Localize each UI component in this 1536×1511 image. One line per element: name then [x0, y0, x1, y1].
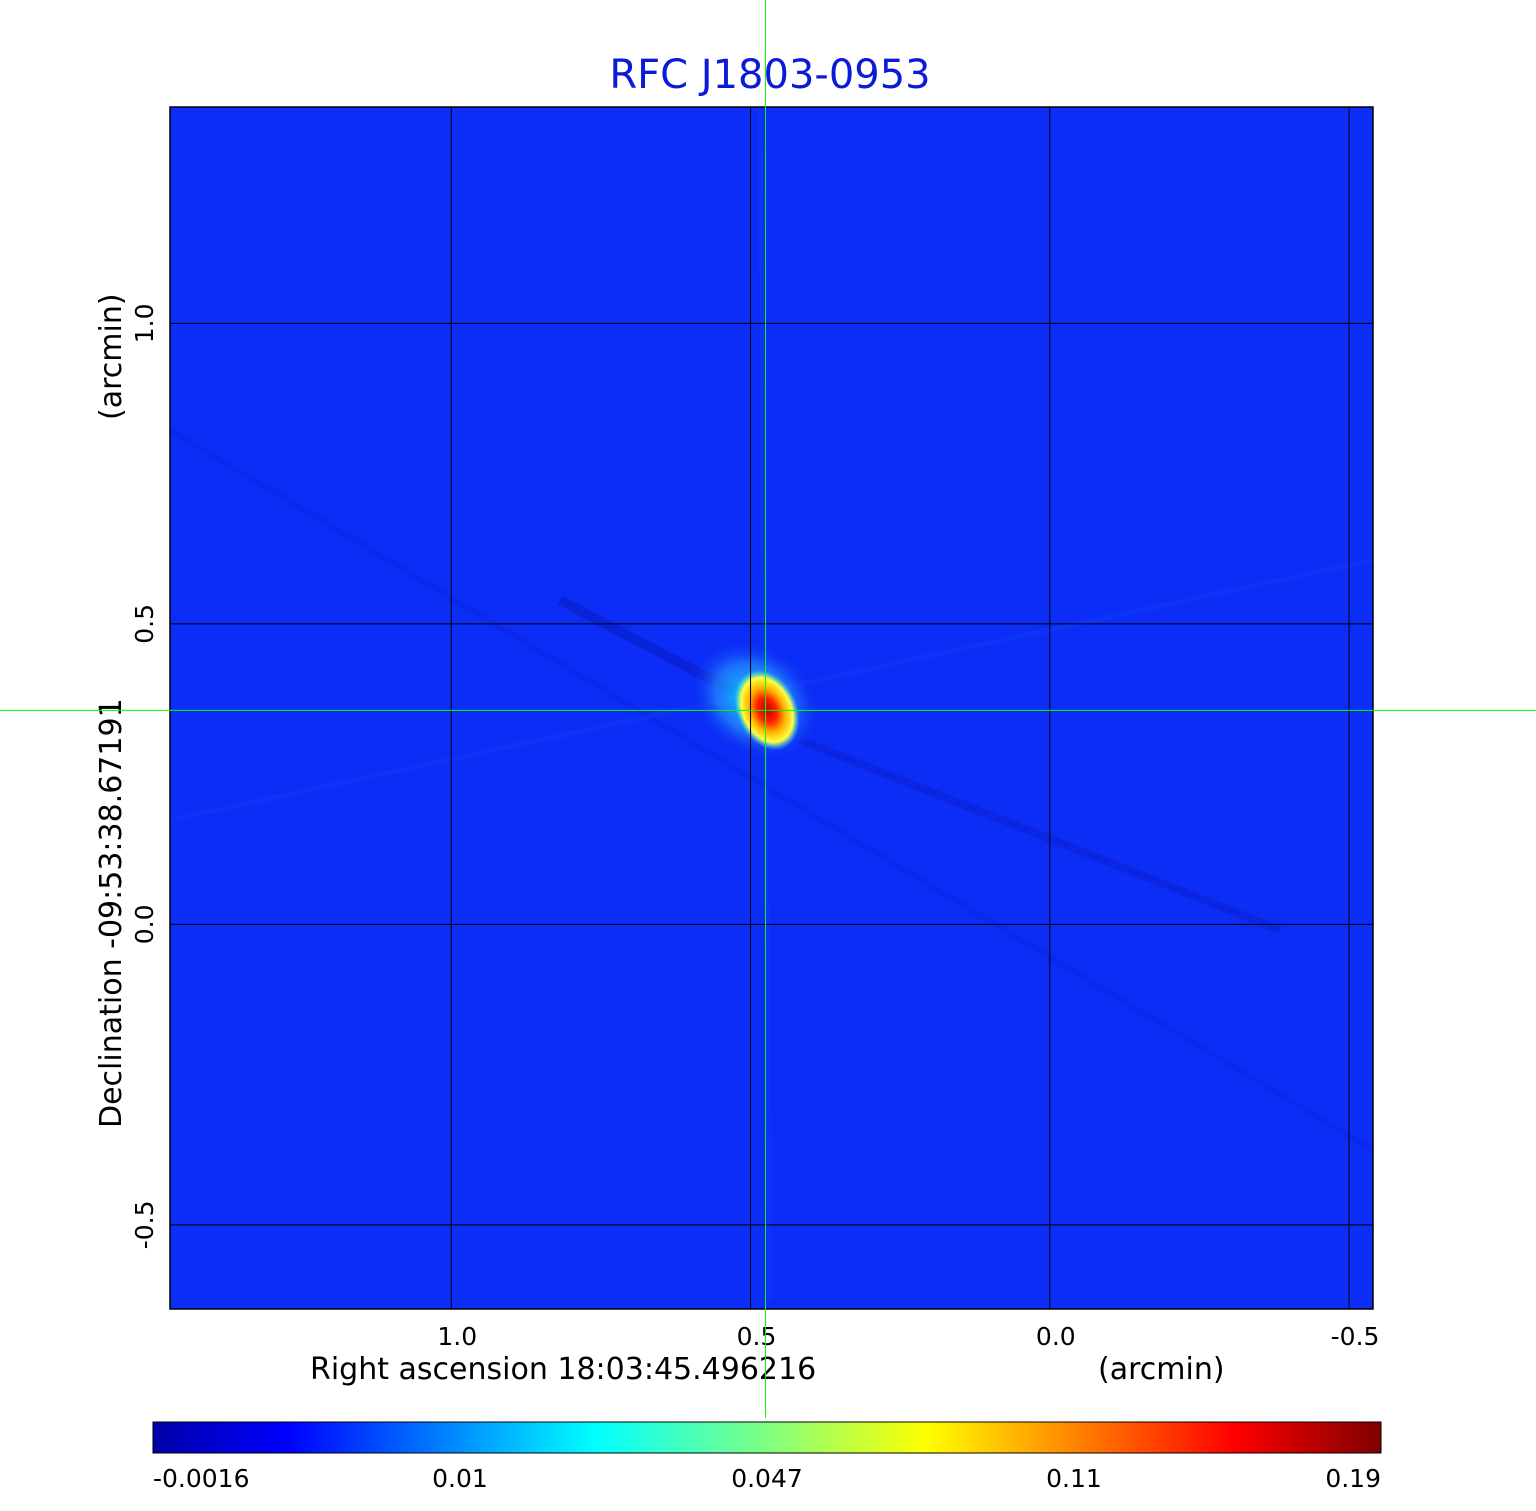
- y-tick-label: 0.5: [130, 604, 159, 644]
- y-tick-labels: -0.5 0.0 0.5 1.0: [130, 303, 159, 1249]
- colorbar-tick-label: 0.19: [1325, 1464, 1381, 1493]
- plot-frame: [169, 106, 1374, 1310]
- y-axis-unit: (arcmin): [94, 293, 129, 420]
- y-tick-label: -0.5: [130, 1200, 159, 1249]
- colorbar-tick-labels: -0.0016 0.01 0.047 0.11 0.19: [153, 1464, 1381, 1493]
- x-tick-labels: 1.0 0.5 0.0 -0.5: [437, 1322, 1379, 1351]
- x-tick-label: 0.0: [1036, 1322, 1076, 1351]
- x-tick-label: 1.0: [437, 1322, 477, 1351]
- colorbar-tick-label: 0.11: [1046, 1464, 1102, 1493]
- x-tick-label: -0.5: [1331, 1322, 1380, 1351]
- grid-lines: [170, 107, 1373, 1309]
- x-axis-label: Right ascension 18:03:45.496216: [310, 1352, 816, 1387]
- colorbar-gradient: [152, 1421, 1382, 1454]
- colorbar-tick-label: 0.01: [432, 1464, 488, 1493]
- colorbar-tick-label: 0.047: [731, 1464, 803, 1493]
- colorbar-tick-label: -0.0016: [153, 1464, 250, 1493]
- y-tick-label: 1.0: [130, 303, 159, 343]
- plot-area: [169, 106, 1374, 1310]
- x-axis-unit: (arcmin): [1098, 1352, 1225, 1387]
- colorbar: -0.0016 0.01 0.047 0.11 0.19: [152, 1421, 1382, 1493]
- chart-title: RFC J1803-0953: [609, 52, 930, 98]
- x-tick-label: 0.5: [737, 1322, 777, 1351]
- crosshair: [0, 0, 1536, 1418]
- y-axis-label: Declination -09:53:38.67191: [94, 698, 129, 1128]
- y-tick-label: 0.0: [130, 904, 159, 944]
